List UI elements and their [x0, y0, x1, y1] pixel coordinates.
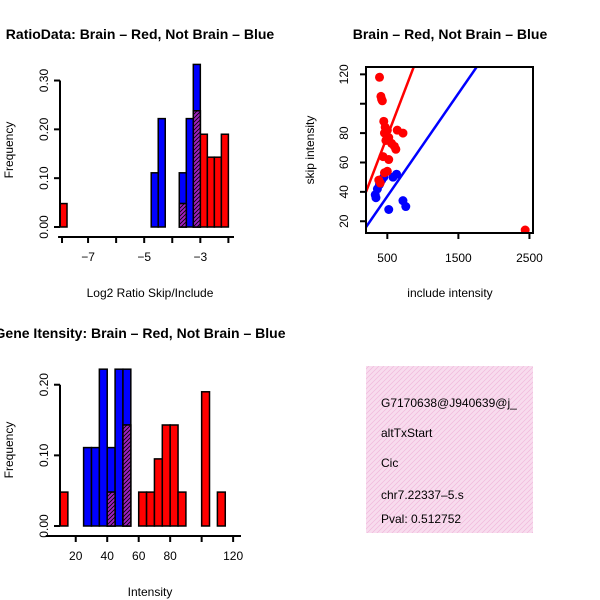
x-tick-label: 500	[377, 251, 397, 265]
ratio-chart-title: RatioData: Brain – Red, Not Brain – Blue	[6, 26, 275, 42]
intensity-histogram: Gene Itensity: Brain – Red, Not Brain – …	[0, 325, 286, 599]
not-brain-point	[371, 193, 381, 203]
not-brain-bar	[150, 172, 159, 228]
brain-bar	[153, 458, 164, 527]
scatter-clip-group	[366, 67, 530, 233]
ratio-histogram: RatioData: Brain – Red, Not Brain – Blue…	[2, 26, 274, 300]
scatter-x-axis-label: include intensity	[407, 286, 492, 300]
not-brain-bar	[114, 368, 124, 527]
x-tick-label: 60	[132, 549, 146, 563]
brain-bar	[206, 156, 216, 228]
brain-point	[520, 225, 530, 233]
event-id-text: G7170638@J940639@j_	[381, 396, 517, 410]
ratio-axes: −7 −5 −3 0.00 0.10 0.20 0.30	[37, 69, 234, 264]
event-type-text: altTxStart	[381, 426, 433, 440]
scatter-frame	[365, 66, 534, 234]
y-tick-label: 0.20	[37, 117, 51, 141]
intensity-bars	[59, 368, 227, 527]
y-tick-label: 0.10	[37, 443, 51, 467]
brain-point	[382, 125, 392, 135]
y-tick-label: 0.00	[37, 215, 51, 239]
brain-bar	[137, 491, 148, 527]
location-text: chr7.22337–5.s	[381, 488, 464, 502]
brain-point	[384, 155, 394, 165]
brain-bar	[161, 424, 171, 527]
not-brain-point	[401, 202, 411, 212]
not-brain-point	[392, 169, 402, 179]
x-tick-label: 120	[223, 549, 243, 563]
brain-fit-line	[366, 67, 416, 193]
not-brain-bar	[157, 117, 166, 228]
brain-bar	[169, 424, 179, 527]
overlap-hatch	[193, 110, 201, 227]
x-tick-label: 2500	[516, 251, 543, 265]
intensity-scatter: Brain – Red, Not Brain – Blue 500 1500 250…	[303, 26, 547, 300]
brain-bar	[145, 491, 156, 527]
not-brain-fit-line	[366, 67, 479, 228]
brain-bar	[200, 391, 211, 527]
x-tick-label: 40	[101, 549, 115, 563]
scatter-axes: 500 1500 2500 20 40 60 80 120	[337, 64, 543, 265]
info-text-clip: G7170638@J940639@j_ altTxStart Cic chr7.…	[381, 396, 517, 526]
x-tick-label: −3	[193, 250, 207, 264]
intensity-chart-title: Gene Itensity: Brain – Red, Not Brain – …	[0, 325, 286, 341]
y-tick-label: 120	[337, 64, 351, 84]
overlap-hatch	[122, 424, 131, 526]
y-tick-label: 0.20	[37, 373, 51, 397]
brain-point	[382, 166, 392, 176]
x-tick-label: 80	[163, 549, 177, 563]
brain-point	[391, 144, 401, 154]
not-brain-bar	[82, 446, 93, 527]
y-tick-label: 0.00	[37, 514, 51, 538]
intensity-axes: 20 40 60 80 120 0.00 0.10 0.20	[37, 373, 243, 563]
y-tick-label: 0.30	[37, 69, 51, 93]
brain-point	[398, 128, 408, 138]
ratio-bars	[59, 63, 230, 228]
brain-bar	[177, 491, 187, 527]
brain-bar	[220, 133, 230, 228]
not-brain-point	[384, 204, 394, 214]
overlap-hatch	[107, 492, 116, 526]
x-tick-label: 20	[69, 549, 83, 563]
brain-bar	[199, 133, 209, 228]
intensity-y-axis-label: Frequency	[2, 422, 16, 479]
y-tick-label: 0.10	[37, 166, 51, 190]
brain-point	[377, 96, 387, 106]
y-tick-label: 40	[337, 185, 351, 199]
brain-bar	[59, 202, 68, 228]
scatter-y-axis-label: skip intensity	[303, 116, 317, 185]
x-tick-label: 1500	[445, 251, 472, 265]
not-brain-bar	[185, 117, 195, 228]
x-tick-label: −5	[137, 250, 151, 264]
y-tick-label: 80	[337, 126, 351, 140]
ratio-x-axis-label: Log2 Ratio Skip/Include	[87, 286, 214, 300]
intensity-x-axis-label: Intensity	[128, 585, 173, 599]
brain-point	[375, 72, 385, 82]
overlap-hatch	[179, 203, 187, 227]
scatter-plot-area	[365, 66, 534, 234]
info-background	[366, 366, 533, 533]
not-brain-bar	[90, 446, 101, 527]
brain-bar	[213, 156, 223, 228]
brain-bar	[59, 491, 69, 527]
brain-bar	[216, 491, 227, 527]
ratio-y-axis-label: Frequency	[2, 122, 16, 179]
scatter-chart-title: Brain – Red, Not Brain – Blue	[353, 26, 548, 42]
y-tick-label: 20	[337, 214, 351, 228]
gene-name-text: Cic	[381, 456, 398, 470]
brain-point	[375, 178, 385, 188]
not-brain-bar	[98, 368, 108, 527]
event-info-panel: G7170638@J940639@j_ altTxStart Cic chr7.…	[366, 366, 533, 533]
pval-text: Pval: 0.512752	[381, 512, 461, 526]
y-tick-label: 60	[337, 155, 351, 169]
x-tick-label: −7	[81, 250, 95, 264]
